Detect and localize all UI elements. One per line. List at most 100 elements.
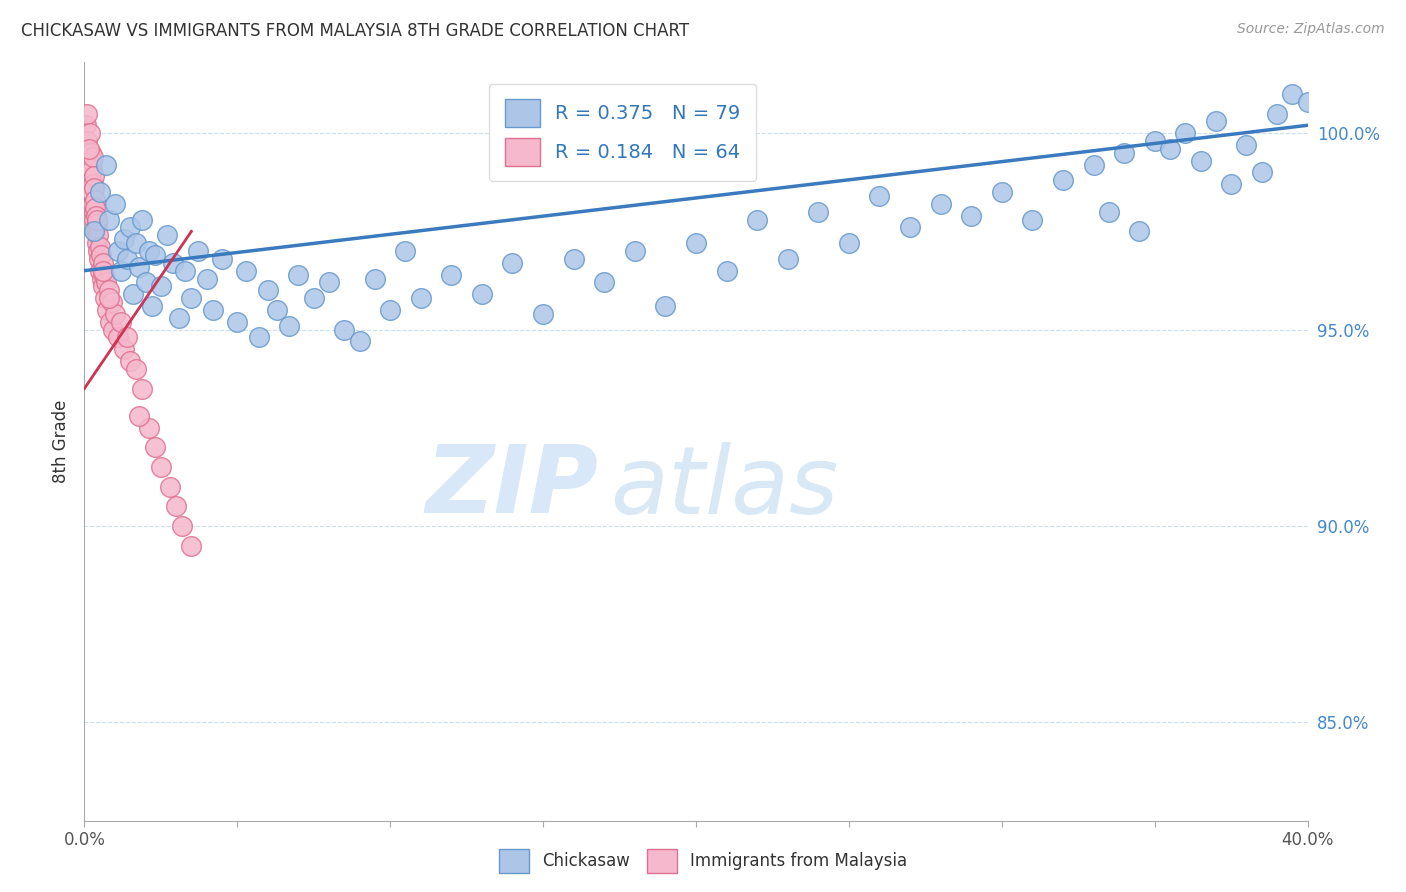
Point (82, 197, 104, 211)
Point (79, 158, 101, 172)
Point (562, 252, 585, 266)
Point (235, 263, 257, 277)
Point (89, 263, 111, 277)
Point (266, 302, 288, 317)
Point (302, 291, 325, 305)
Point (1189, 153, 1212, 168)
Point (131, 382, 153, 396)
Point (112, 343, 135, 357)
Point (76, 134, 98, 148)
Point (898, 220, 921, 235)
Point (593, 276, 616, 290)
Point (77, 145, 100, 160)
Point (79, 173, 101, 187)
Point (86, 212, 108, 227)
Point (685, 236, 707, 251)
Point (960, 209, 983, 223)
Point (869, 189, 891, 203)
Point (287, 268, 309, 282)
Point (101, 295, 124, 310)
Point (1250, 165, 1272, 179)
Text: CHICKASAW VS IMMIGRANTS FROM MALAYSIA 8TH GRADE CORRELATION CHART: CHICKASAW VS IMMIGRANTS FROM MALAYSIA 8T… (21, 22, 689, 40)
Point (349, 334, 371, 349)
Point (138, 421, 160, 435)
Point (107, 330, 129, 344)
Point (110, 263, 132, 277)
Point (135, 276, 157, 290)
Point (440, 268, 463, 282)
Point (115, 252, 138, 266)
Point (82, 161, 104, 176)
Point (257, 283, 280, 297)
Point (143, 441, 166, 455)
Point (380, 302, 402, 317)
Point (1098, 204, 1121, 219)
Point (716, 263, 738, 277)
Point (1296, 95, 1319, 109)
Point (110, 315, 132, 329)
Legend: Chickasaw, Immigrants from Malaysia: Chickasaw, Immigrants from Malaysia (492, 842, 914, 880)
Point (87, 244, 110, 258)
Point (115, 330, 138, 344)
Point (394, 244, 416, 258)
Point (84, 220, 107, 235)
Point (91, 279, 114, 293)
Point (83, 169, 105, 184)
Point (167, 310, 190, 325)
Text: atlas: atlas (610, 442, 838, 533)
Point (76, 106, 98, 120)
Point (86, 217, 108, 231)
Point (83, 224, 105, 238)
Point (89, 185, 111, 199)
Point (211, 252, 233, 266)
Point (90, 248, 112, 262)
Point (654, 299, 676, 313)
Point (125, 236, 148, 251)
Y-axis label: 8th Grade: 8th Grade (52, 400, 70, 483)
Point (120, 220, 142, 235)
Point (180, 539, 202, 553)
Point (98, 315, 121, 329)
Point (149, 279, 172, 293)
Point (502, 256, 524, 270)
Point (143, 248, 166, 262)
Point (82, 178, 104, 192)
Point (131, 212, 153, 227)
Point (1281, 87, 1303, 101)
Point (103, 322, 125, 336)
Point (89, 240, 111, 254)
Point (83, 204, 105, 219)
Point (83, 193, 105, 207)
Text: ZIP: ZIP (425, 441, 598, 533)
Point (107, 244, 129, 258)
Point (1083, 158, 1105, 172)
Point (91, 271, 114, 285)
Point (79, 126, 101, 140)
Point (75, 118, 97, 132)
Point (247, 330, 270, 344)
Point (149, 460, 172, 475)
Point (1114, 145, 1136, 160)
Point (1143, 134, 1166, 148)
Point (226, 315, 249, 329)
Point (138, 244, 160, 258)
Point (838, 236, 860, 251)
Point (1128, 224, 1150, 238)
Point (364, 271, 387, 285)
Point (1174, 126, 1197, 140)
Point (807, 204, 830, 219)
Point (96, 302, 118, 317)
Point (991, 185, 1014, 199)
Point (104, 197, 127, 211)
Point (1220, 178, 1243, 192)
Point (87, 228, 110, 243)
Text: Source: ZipAtlas.com: Source: ZipAtlas.com (1237, 22, 1385, 37)
Point (195, 271, 218, 285)
Point (84, 224, 107, 238)
Point (141, 299, 163, 313)
Point (1265, 106, 1288, 120)
Point (1205, 114, 1227, 128)
Point (128, 260, 150, 274)
Point (91, 256, 114, 270)
Point (80, 165, 103, 179)
